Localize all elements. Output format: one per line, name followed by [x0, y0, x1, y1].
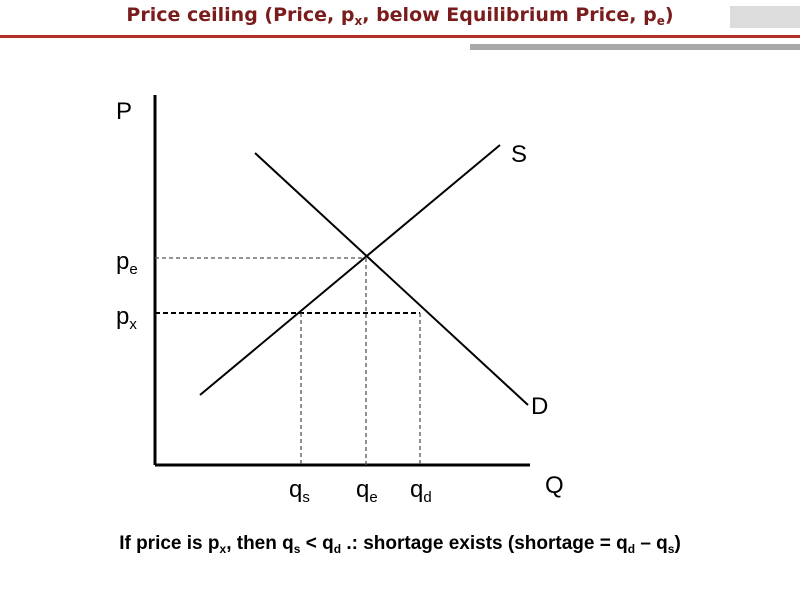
pe-label: pe — [116, 248, 138, 278]
slide-title: Price ceiling (Price, px, below Equilibr… — [126, 4, 674, 28]
qs-label: qs — [289, 476, 310, 506]
shortage-caption: If price is px, then qs < qd .: shortage… — [119, 533, 681, 556]
header-bar-grey — [470, 44, 800, 50]
supply-curve — [199, 144, 501, 396]
header-bar-right — [730, 6, 800, 28]
supply-label: S — [511, 141, 528, 168]
demand-curve — [254, 152, 529, 406]
px-label: px — [116, 303, 137, 333]
price-axis-label: P — [116, 98, 133, 125]
qd-label: qd — [410, 476, 432, 506]
quantity-axis-label: Q — [545, 472, 564, 499]
demand-label: D — [531, 393, 549, 420]
qe-label: qe — [356, 476, 378, 506]
header-bar-red — [0, 35, 800, 38]
